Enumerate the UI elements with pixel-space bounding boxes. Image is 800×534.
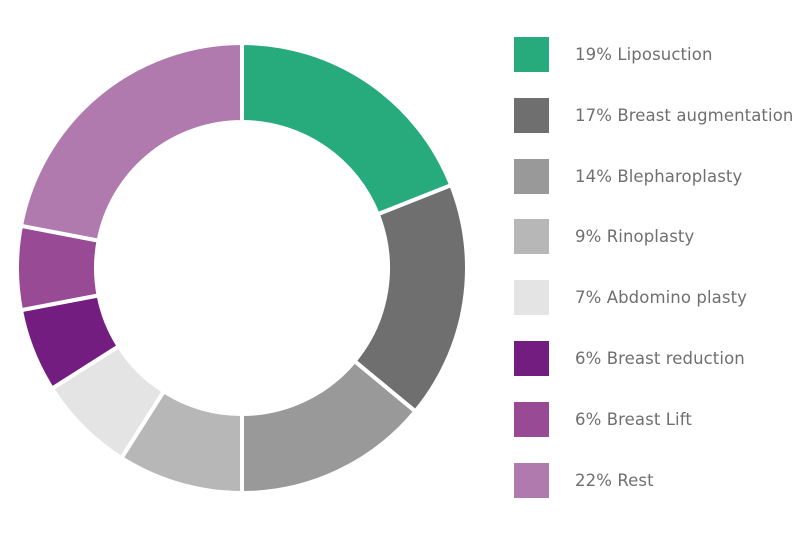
legend-item: 14% Blepharoplasty bbox=[514, 158, 800, 194]
donut-slice-liposuction bbox=[240, 40, 454, 217]
legend-label: 6% Breast Lift bbox=[575, 409, 692, 429]
donut-chart bbox=[15, 40, 469, 496]
legend-item: 9% Rinoplasty bbox=[514, 219, 800, 255]
legend-swatch bbox=[514, 280, 549, 316]
donut-slice-rest bbox=[18, 40, 244, 243]
donut-slices bbox=[15, 40, 469, 496]
legend-label: 22% Rest bbox=[575, 470, 654, 490]
legend-label: 17% Breast augmentation bbox=[575, 105, 794, 125]
legend-label: 9% Rinoplasty bbox=[575, 227, 695, 247]
legend-item: 6% Breast Lift bbox=[514, 401, 800, 437]
chart-legend: 19% Liposuction 17% Breast augmentation 14… bbox=[514, 37, 800, 523]
legend-item: 19% Liposuction bbox=[514, 37, 800, 72]
legend-swatch bbox=[514, 401, 549, 437]
legend-swatch bbox=[514, 462, 549, 498]
legend-item: 7% Abdomino plasty bbox=[514, 280, 800, 316]
legend-swatch bbox=[514, 37, 549, 72]
legend-label: 19% Liposuction bbox=[575, 45, 713, 64]
legend-item: 17% Breast augmentation bbox=[514, 97, 800, 133]
legend-item: 22% Rest bbox=[514, 462, 800, 498]
legend-swatch bbox=[514, 158, 549, 194]
legend-label: 6% Breast reduction bbox=[575, 348, 745, 368]
legend-swatch bbox=[514, 97, 549, 133]
legend-swatch bbox=[514, 219, 549, 255]
legend-label: 7% Abdomino plasty bbox=[575, 288, 748, 308]
legend-label: 14% Blepharoplasty bbox=[575, 166, 743, 186]
legend-swatch bbox=[514, 340, 549, 376]
legend-item: 6% Breast reduction bbox=[514, 340, 800, 376]
